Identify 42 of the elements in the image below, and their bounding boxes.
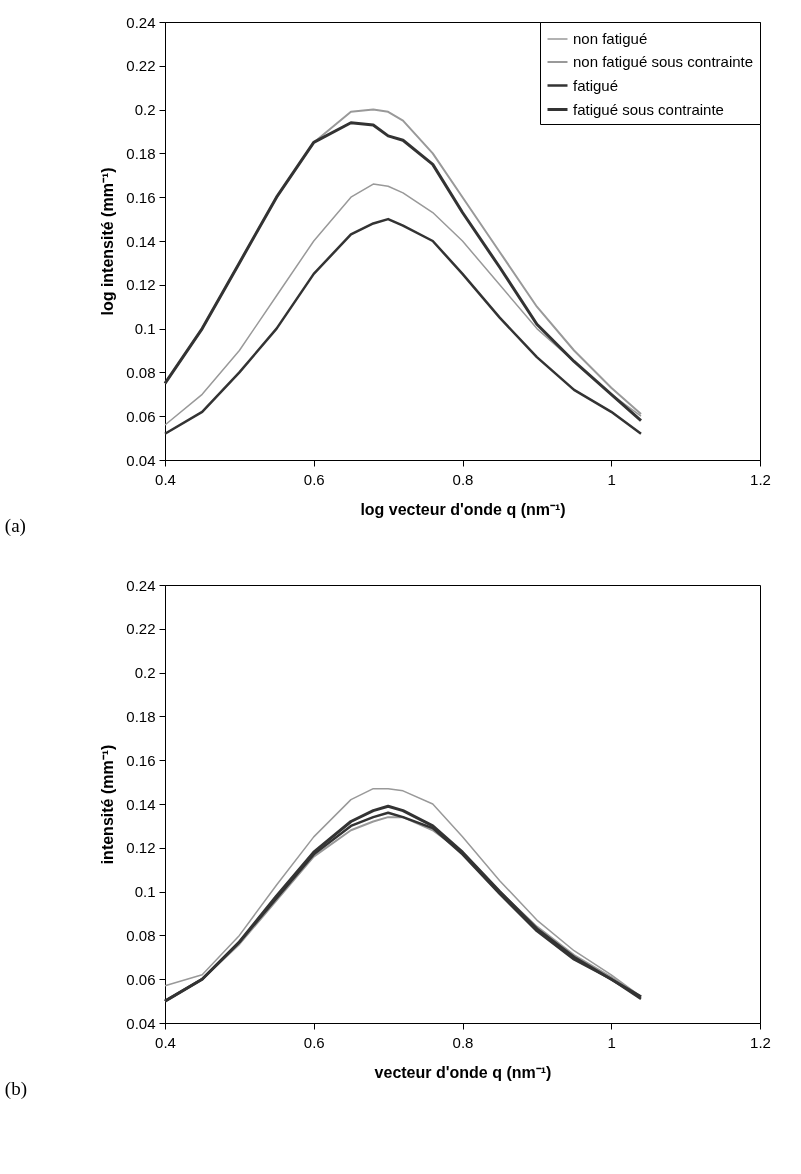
x-tick-label: 1.2 <box>750 1033 771 1051</box>
y-tick-label: 0.08 <box>126 926 156 944</box>
x-tick-label: 0.4 <box>155 470 176 488</box>
y-tick-label: 0.12 <box>126 839 156 857</box>
x-tick-label: 1 <box>607 470 616 488</box>
y-tick-label: 0.24 <box>126 576 156 594</box>
text: (a) <box>4 515 26 537</box>
y-tick-label: 0.1 <box>134 883 156 901</box>
text: (b) <box>4 1078 27 1100</box>
x-tick-label: 0.8 <box>452 1033 474 1051</box>
x-tick-label: 0.6 <box>303 470 325 488</box>
legend-label: non fatigué sous contrainte <box>573 53 754 70</box>
y-tick-label: 0.18 <box>126 707 156 725</box>
y-tick-label: 0.2 <box>134 664 156 682</box>
x-axis-title: vecteur d'onde q (nm⁻¹) <box>374 1063 552 1081</box>
y-tick-label: 0.2 <box>134 101 156 119</box>
y-tick-label: 0.16 <box>126 751 156 769</box>
y-tick-label: 0.22 <box>126 57 156 75</box>
legend-label: non fatigué <box>573 30 648 47</box>
y-tick-label: 0.04 <box>126 1014 156 1032</box>
y-tick-label: 0.14 <box>126 232 156 250</box>
x-tick-label: 1 <box>607 1033 616 1051</box>
y-axis-title: log intensité (mm⁻¹) <box>99 167 117 316</box>
y-tick-label: 0.18 <box>126 144 156 162</box>
legend-label: fatigué <box>573 76 619 94</box>
y-tick-label: 0.1 <box>134 320 156 338</box>
y-tick-label: 0.24 <box>126 13 156 31</box>
x-tick-label: 0.8 <box>452 470 474 488</box>
y-tick-label: 0.04 <box>126 451 156 469</box>
x-tick-label: 0.4 <box>155 1033 176 1051</box>
x-tick-label: 0.6 <box>303 1033 325 1051</box>
y-tick-label: 0.14 <box>126 795 156 813</box>
y-tick-label: 0.16 <box>126 188 156 206</box>
y-tick-label: 0.08 <box>126 363 156 381</box>
x-tick-label: 1.2 <box>750 470 771 488</box>
y-tick-label: 0.12 <box>126 276 156 294</box>
y-tick-label: 0.06 <box>126 407 156 425</box>
y-tick-label: 0.22 <box>126 620 156 638</box>
legend-label: fatigué sous contrainte <box>573 100 724 118</box>
y-tick-label: 0.06 <box>126 970 156 988</box>
y-axis-title: intensité (mm⁻¹) <box>99 744 117 865</box>
x-axis-title: log vecteur d'onde q (nm⁻¹) <box>360 500 566 518</box>
